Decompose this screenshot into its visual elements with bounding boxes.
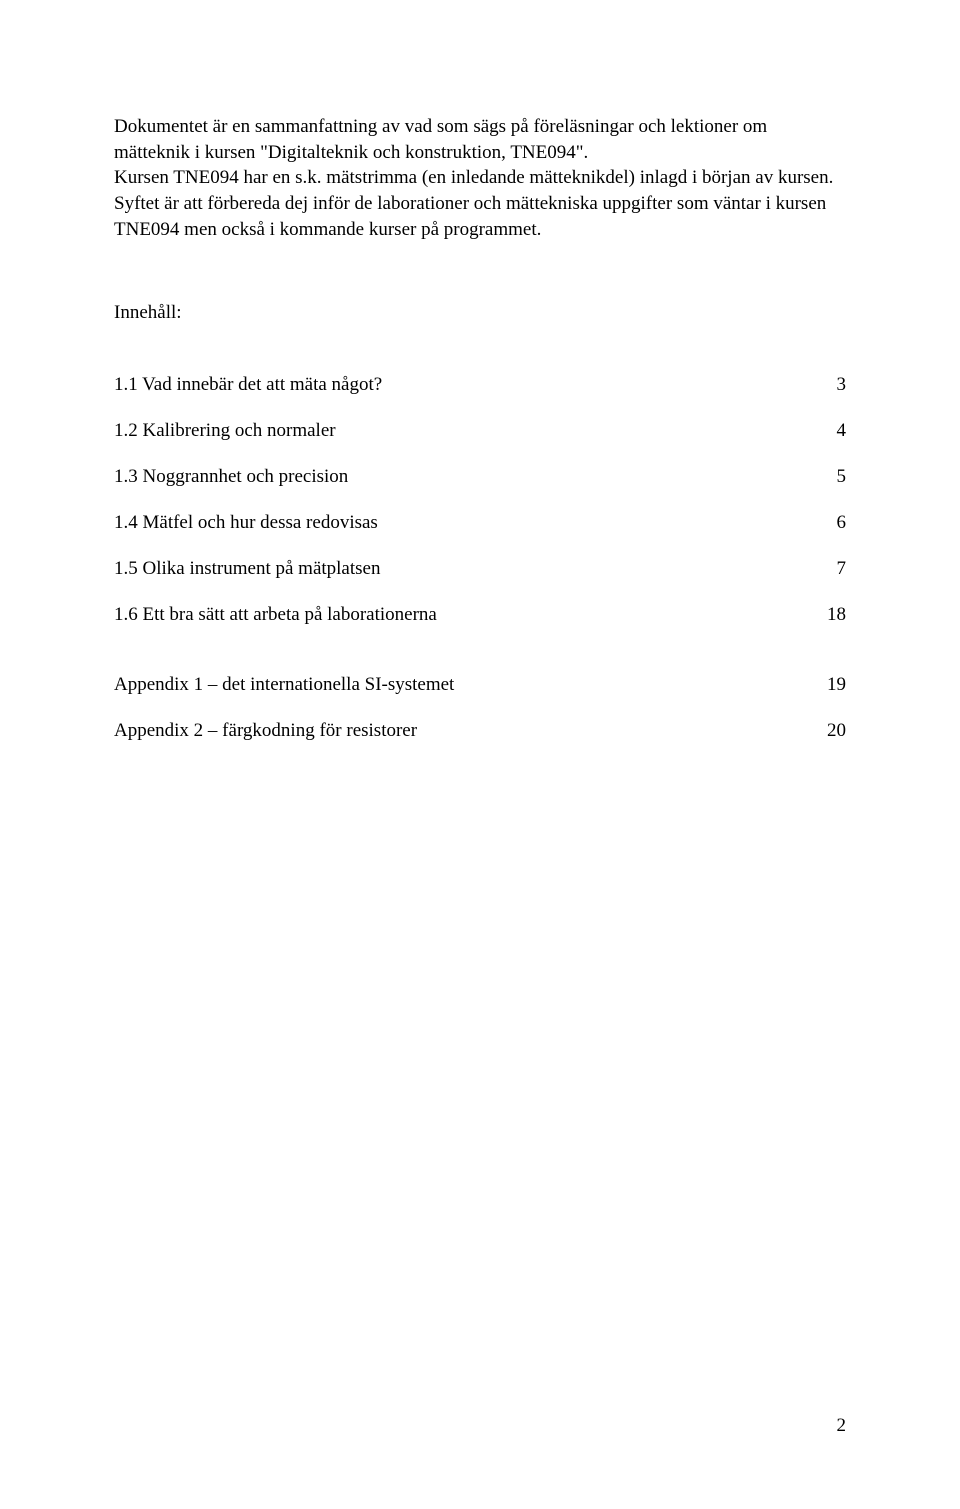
- toc-row-appendix: Appendix 2 – färgkodning för resistorer …: [114, 720, 846, 742]
- document-page: Dokumentet är en sammanfattning av vad s…: [0, 0, 960, 1509]
- toc-label: 1.5 Olika instrument på mätplatsen: [114, 558, 380, 580]
- toc-row: 1.5 Olika instrument på mätplatsen 7: [114, 558, 846, 580]
- toc-row: 1.2 Kalibrering och normaler 4: [114, 420, 846, 442]
- toc-label: 1.4 Mätfel och hur dessa redovisas: [114, 512, 378, 534]
- toc-label: 1.2 Kalibrering och normaler: [114, 420, 336, 442]
- toc-page: 5: [806, 466, 846, 488]
- toc-row: 1.6 Ett bra sätt att arbeta på laboratio…: [114, 604, 846, 626]
- toc-label: 1.1 Vad innebär det att mäta något?: [114, 374, 382, 396]
- intro-paragraph-1: Dokumentet är en sammanfattning av vad s…: [114, 114, 846, 165]
- toc-label: Appendix 1 – det internationella SI-syst…: [114, 674, 454, 696]
- intro-block: Dokumentet är en sammanfattning av vad s…: [114, 114, 846, 242]
- toc-row: 1.3 Noggrannhet och precision 5: [114, 466, 846, 488]
- toc-spacer: [114, 650, 846, 674]
- toc-label: 1.6 Ett bra sätt att arbeta på laboratio…: [114, 604, 437, 626]
- toc-block: 1.1 Vad innebär det att mäta något? 3 1.…: [114, 374, 846, 742]
- page-number: 2: [837, 1415, 847, 1437]
- intro-paragraph-2: Kursen TNE094 har en s.k. mätstrimma (en…: [114, 165, 846, 242]
- toc-row: 1.1 Vad innebär det att mäta något? 3: [114, 374, 846, 396]
- toc-page: 20: [806, 720, 846, 742]
- toc-page: 3: [806, 374, 846, 396]
- toc-label: 1.3 Noggrannhet och precision: [114, 466, 348, 488]
- toc-page: 6: [806, 512, 846, 534]
- toc-page: 19: [806, 674, 846, 696]
- toc-title: Innehåll:: [114, 302, 846, 324]
- toc-page: 7: [806, 558, 846, 580]
- toc-row: 1.4 Mätfel och hur dessa redovisas 6: [114, 512, 846, 534]
- toc-row-appendix: Appendix 1 – det internationella SI-syst…: [114, 674, 846, 696]
- toc-label: Appendix 2 – färgkodning för resistorer: [114, 720, 417, 742]
- toc-page: 4: [806, 420, 846, 442]
- toc-page: 18: [806, 604, 846, 626]
